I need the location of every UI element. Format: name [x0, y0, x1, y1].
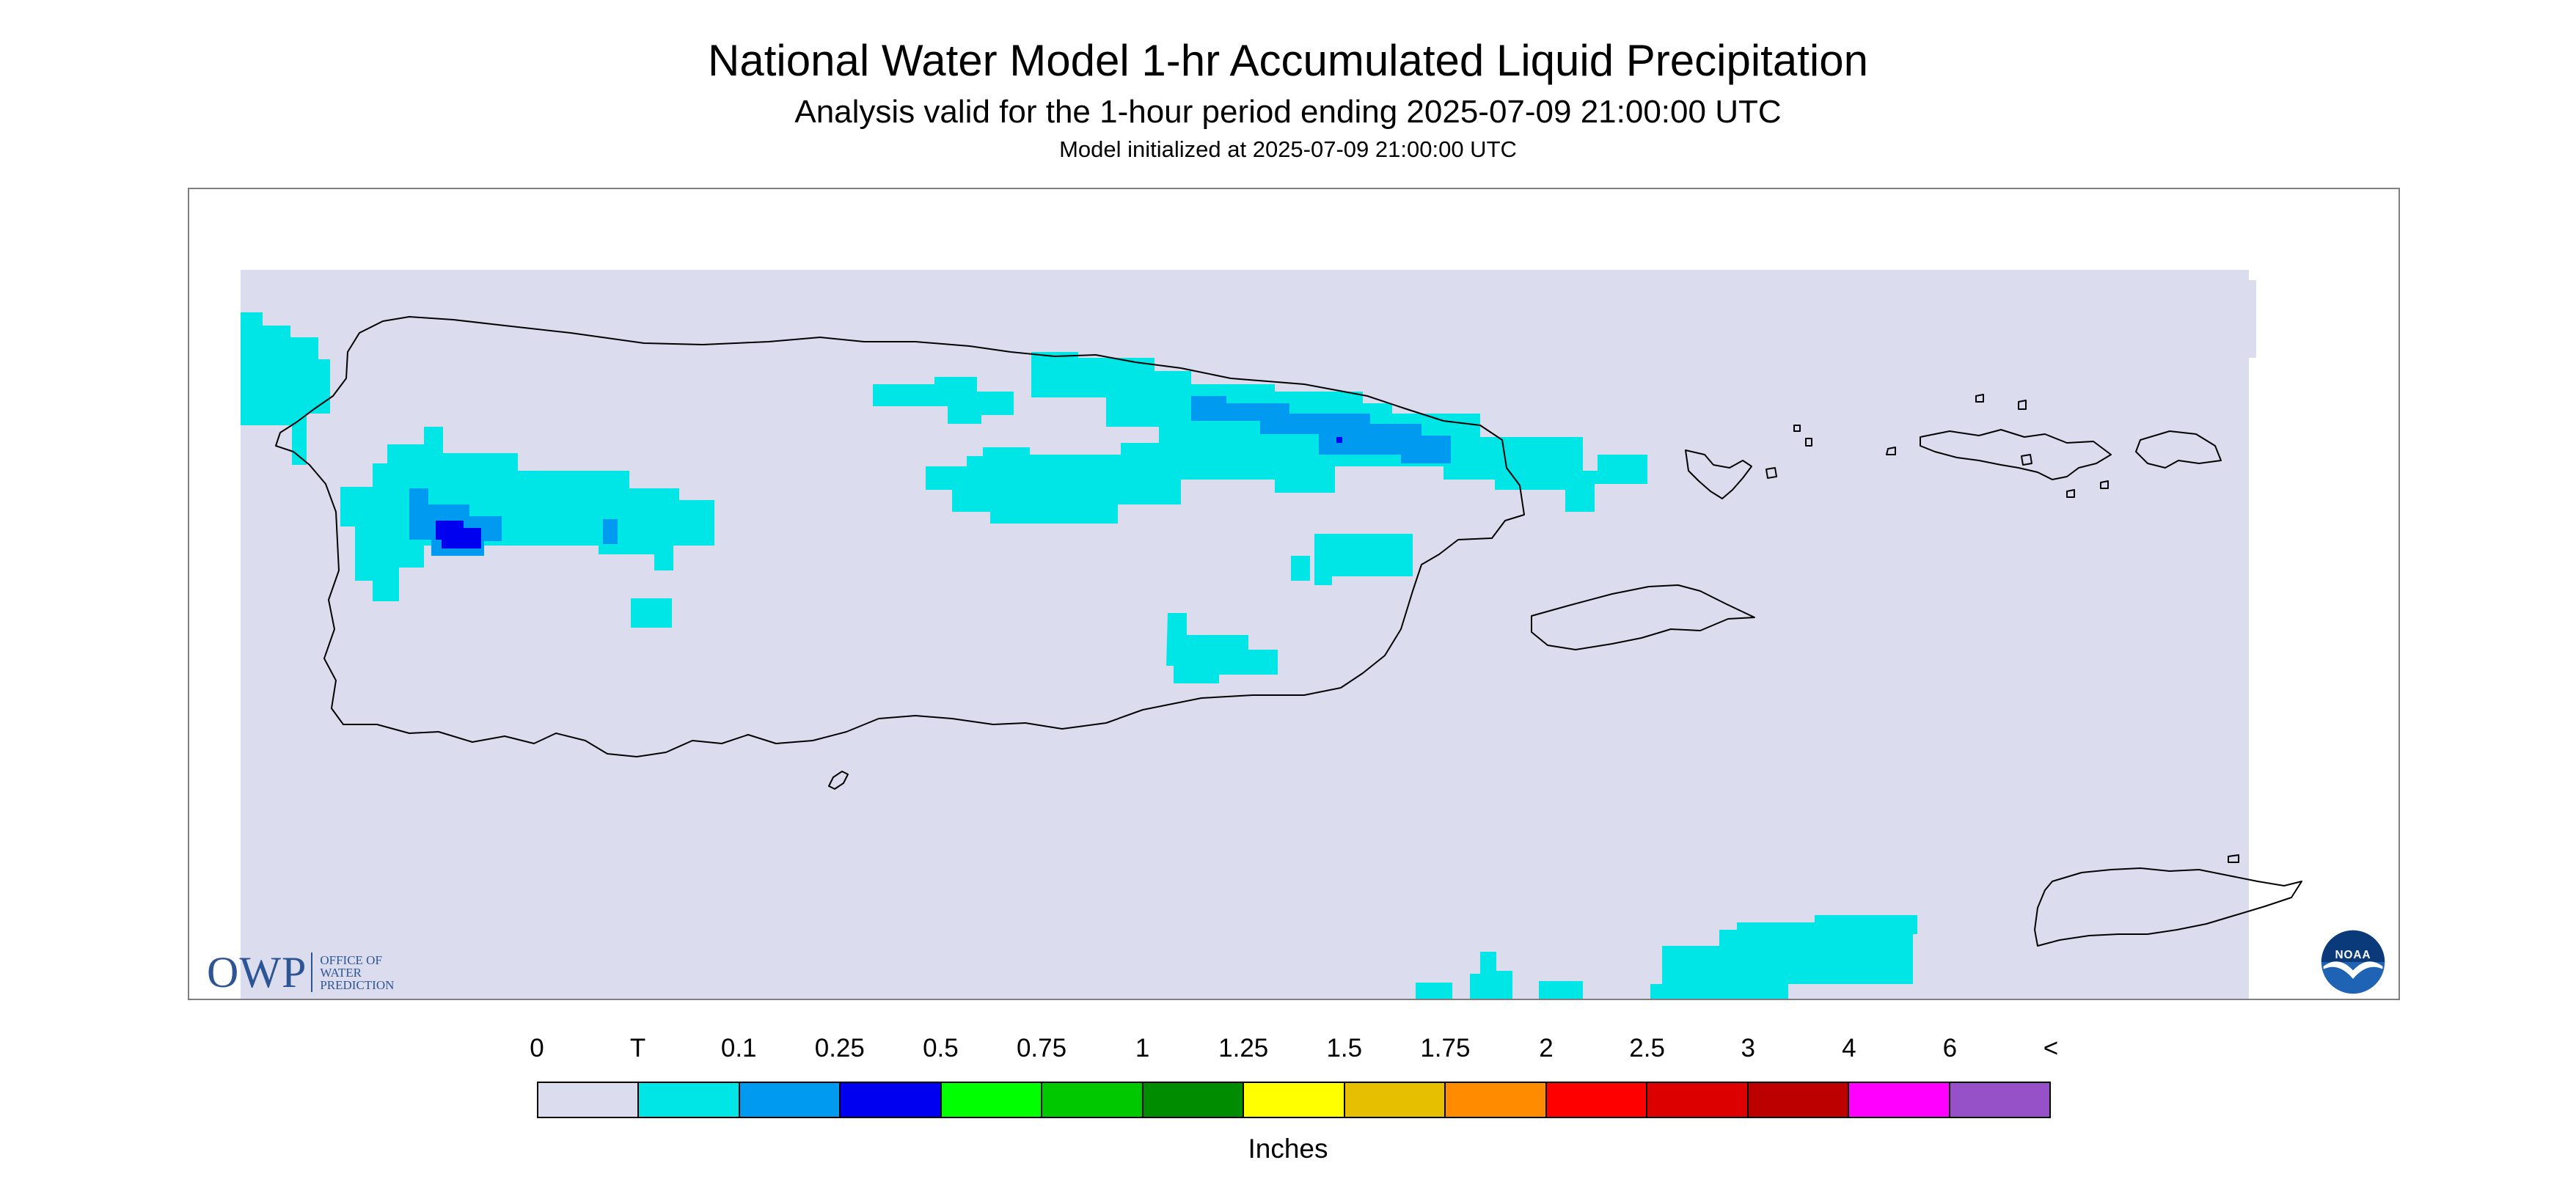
owp-name: OFFICE OF WATER PREDICTION	[320, 954, 394, 991]
legend-tick-label: T	[629, 1034, 646, 1062]
owp-logo: OWP OFFICE OF WATER PREDICTION	[207, 950, 394, 994]
small-island-coastline	[2021, 454, 2032, 466]
legend-swatch	[941, 1083, 1043, 1117]
legend-tick-label: 2.5	[1629, 1034, 1665, 1062]
legend-tick-label: 2	[1539, 1034, 1554, 1062]
precip-cell	[1314, 534, 1413, 585]
legend-tick-label: 0	[530, 1034, 544, 1062]
noaa-logo-top	[2321, 930, 2385, 962]
precip-cell	[1650, 915, 1917, 999]
legend-tick-label: <	[2043, 1034, 2059, 1062]
owp-line2: WATER	[320, 965, 362, 980]
small-island-coastline	[2100, 480, 2109, 489]
legend-swatch	[1950, 1083, 2050, 1117]
owp-divider	[311, 952, 313, 992]
precip-cell	[603, 519, 618, 544]
legend-tick-label: 1.75	[1420, 1034, 1471, 1062]
owp-letters: OWP	[207, 948, 307, 996]
precip-trace-areas	[241, 312, 1917, 999]
noaa-logo: NOAA	[2319, 928, 2387, 996]
precip-cell	[241, 312, 330, 465]
small-island-coastline	[1975, 394, 1984, 403]
legend-swatch	[1546, 1083, 1648, 1117]
domain-fill	[241, 270, 2256, 999]
legend-tick-label: 0.75	[1016, 1034, 1067, 1062]
legend-tick-label: 1	[1135, 1034, 1150, 1062]
precip-cell	[1539, 981, 1583, 999]
legend-swatch	[1042, 1083, 1144, 1117]
precip-cell	[631, 598, 672, 628]
precip-cell	[1191, 396, 1451, 463]
map-panel: OWP OFFICE OF WATER PREDICTION NOAA	[188, 188, 2400, 1000]
legend-swatch	[1344, 1083, 1446, 1117]
precip-cell	[1470, 952, 1512, 999]
precip-cell	[1291, 556, 1310, 581]
st-john-coastline	[2135, 430, 2222, 469]
color-legend: 0 T 0.1 0.25 0.5 0.75 1 1.25 1.5 1.75 2 2.5 3 4 6 < Inc…	[0, 1012, 2576, 1182]
precipitation-map	[241, 270, 2302, 999]
small-island-coastline	[1886, 447, 1896, 455]
owp-line1: OFFICE OF	[320, 952, 382, 967]
legend-swatch	[1143, 1083, 1245, 1117]
culebra-coastline	[1685, 449, 1752, 499]
legend-swatch	[739, 1083, 841, 1117]
legend-tick-label: 0.1	[720, 1034, 757, 1062]
legend-swatch	[1446, 1083, 1547, 1117]
map-subtitle: Analysis valid for the 1-hour period end…	[794, 94, 1782, 130]
legend-tick-label: 3	[1741, 1034, 1755, 1062]
legend-tick-label: 1.25	[1218, 1034, 1269, 1062]
small-island-coastline	[2228, 854, 2239, 863]
small-island-coastline	[1805, 438, 1812, 447]
precip-cell	[340, 427, 714, 601]
st-croix-coastline	[2034, 867, 2302, 947]
legend-swatch	[639, 1083, 740, 1117]
legend-tick-label: 0.25	[814, 1034, 865, 1062]
precip-cell	[436, 521, 481, 548]
precip-cell	[1416, 983, 1452, 999]
legend-tick-label: 4	[1842, 1034, 1856, 1062]
legend-units: Inches	[1248, 1134, 1328, 1164]
precip-cell	[926, 352, 1647, 524]
st-thomas-coastline	[1920, 429, 2112, 480]
legend-tick-label: 1.5	[1326, 1034, 1363, 1062]
owp-line3: PREDICTION	[320, 977, 395, 992]
map-title: National Water Model 1-hr Accumulated Li…	[708, 36, 1868, 85]
noaa-logo-text: NOAA	[2335, 949, 2371, 961]
small-island-coastline	[2066, 489, 2075, 498]
noaa-logo-gull-icon	[2323, 961, 2383, 980]
legend-tick-label: 0.5	[923, 1034, 959, 1062]
model-domain	[241, 270, 2256, 999]
legend-swatch	[841, 1083, 942, 1117]
legend-swatch	[1244, 1083, 1345, 1117]
vieques-coastline	[1531, 584, 1755, 650]
precip-cell	[1166, 613, 1278, 683]
precip-0-25-areas	[436, 437, 1342, 548]
legend-colorbar	[537, 1082, 2051, 1118]
legend-tick-label: 6	[1942, 1034, 1958, 1062]
legend-swatch	[538, 1083, 640, 1117]
legend-swatch	[1849, 1083, 1950, 1117]
small-island-coastline	[2018, 400, 2027, 410]
puerto-rico-coastline	[275, 316, 1525, 757]
legend-swatch	[1748, 1083, 1850, 1117]
legend-swatch	[1647, 1083, 1749, 1117]
coastlines	[275, 316, 2302, 947]
precip-cell	[1336, 437, 1342, 443]
model-init-note: Model initialized at 2025-07-09 21:00:00…	[1059, 136, 1517, 162]
mona-island-coastline	[828, 771, 849, 790]
small-island-coastline	[1793, 425, 1801, 432]
culebrita-coastline	[1765, 467, 1777, 479]
precip-cell	[873, 377, 1014, 424]
